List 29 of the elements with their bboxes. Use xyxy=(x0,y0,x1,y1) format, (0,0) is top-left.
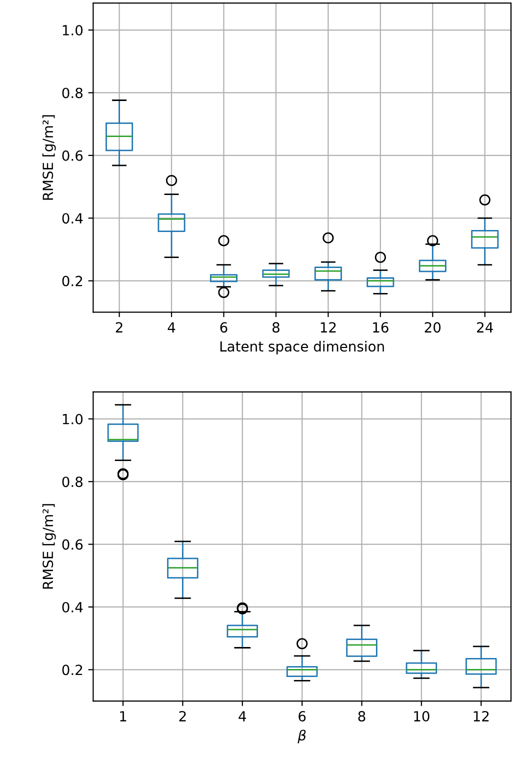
x-tick-label: 12 xyxy=(320,322,336,332)
x-axis-title: β xyxy=(298,730,306,744)
x-axis-title: Latent space dimension xyxy=(220,340,384,354)
y-tick-label: 0.4 xyxy=(62,213,83,224)
x-tick-label: 4 xyxy=(168,322,176,332)
x-tick-label: 12 xyxy=(474,711,489,722)
y-axis-title: RMSE [g/m²] xyxy=(42,504,56,589)
x-tick-label: 2 xyxy=(116,322,122,332)
x-tick-label: 10 xyxy=(414,711,430,722)
y-tick-label: 0.2 xyxy=(62,664,82,676)
x-tick-label: 8 xyxy=(358,711,366,722)
x-tick-label: 4 xyxy=(238,711,246,722)
y-tick-label: 0.4 xyxy=(62,602,83,612)
y-tick-label: 0.8 xyxy=(62,88,83,98)
y-axis-title: RMSE [g/m²] xyxy=(42,115,56,200)
x-tick-label: 6 xyxy=(298,711,306,722)
x-tick-label: 16 xyxy=(373,322,388,333)
y-tick-label: 0.6 xyxy=(62,150,83,161)
y-tick-label: 1.0 xyxy=(62,414,83,424)
y-tick-label: 1.0 xyxy=(62,24,83,36)
x-tick-label: 8 xyxy=(272,322,280,333)
x-tick-label: 1 xyxy=(120,711,126,722)
x-tick-label: 2 xyxy=(179,711,186,722)
y-tick-label: 0.2 xyxy=(62,276,82,286)
x-tick-label: 20 xyxy=(424,322,441,333)
y-tick-label: 0.6 xyxy=(62,539,83,550)
y-tick-label: 0.8 xyxy=(62,476,83,488)
x-tick-label: 6 xyxy=(220,322,228,333)
x-tick-label: 24 xyxy=(477,322,493,332)
